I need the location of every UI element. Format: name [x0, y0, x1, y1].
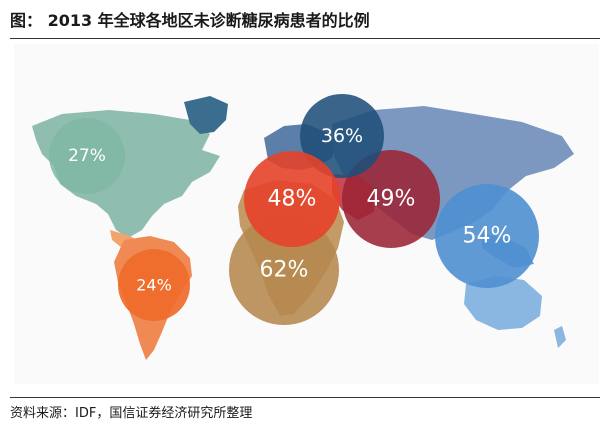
- greenland-shape: [184, 96, 228, 134]
- bubble-label-36: 36%: [321, 125, 363, 147]
- bubble-49: [342, 150, 440, 248]
- bubble-label-54: 54%: [463, 224, 512, 249]
- new-zealand-shape: [554, 326, 566, 348]
- world-map-chart: 62% 54% 49% 36% 48% 27% 24%: [14, 44, 599, 384]
- bubble-label-49: 49%: [367, 187, 416, 212]
- bubble-48: [244, 151, 340, 247]
- title-divider: [10, 38, 600, 39]
- bubble-label-27: 27%: [68, 146, 106, 166]
- bubble-layer: 62% 54% 49% 36% 48% 27% 24%: [49, 94, 539, 325]
- bubble-label-24: 24%: [136, 276, 172, 295]
- chart-title: 图： 2013 年全球各地区未诊断糖尿病患者的比例: [10, 11, 370, 30]
- bubble-label-62: 62%: [260, 258, 309, 283]
- bubble-label-48: 48%: [268, 187, 317, 212]
- world-map-svg: 62% 54% 49% 36% 48% 27% 24%: [32, 94, 574, 360]
- source-note: 资料来源：IDF，国信证券经济研究所整理: [10, 406, 253, 421]
- bubble-36: [300, 94, 384, 178]
- australia-shape: [464, 276, 542, 330]
- bubble-27: [49, 118, 125, 194]
- bubble-24: [118, 249, 190, 321]
- footer-divider: [10, 397, 600, 398]
- bubble-54: [435, 184, 539, 288]
